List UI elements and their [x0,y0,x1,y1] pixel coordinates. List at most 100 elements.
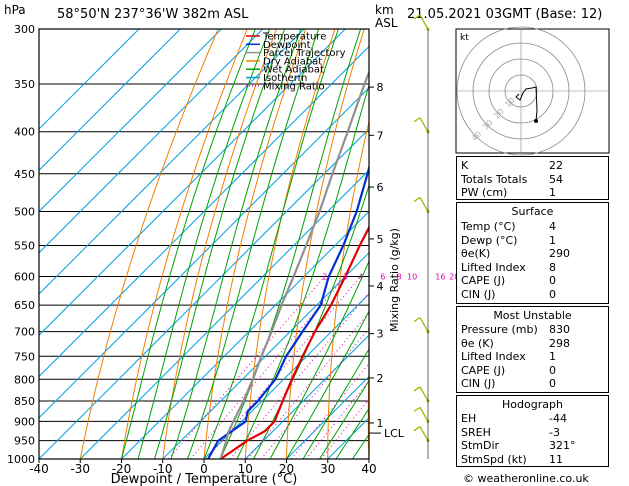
table-row: Dewp (°C) 1 [461,234,604,247]
parcel-trajectory-point [242,400,245,402]
parcel-trajectory-point [280,304,283,306]
row-key: Pressure (mb) [461,323,538,336]
row-value: 0 [549,377,556,390]
mixing-ratio-axis-label: Mixing Ratio (g/kg) [388,228,401,332]
dewpoint-point [342,244,344,247]
wind-barb [413,317,430,334]
parcel-trajectory-point [293,275,295,278]
asl-label: ASL [375,16,398,30]
table-row: PW (cm) 1 [461,186,604,199]
table-row: CIN (J) 0 [461,288,604,301]
row-key: StmSpd (kt) [461,452,527,466]
wind-barb-flag [413,426,421,432]
row-key: EH [461,412,477,425]
dry-adiabat-line [408,29,452,459]
isotherm-line [39,29,305,295]
temp-tick-label: -10 [153,462,173,476]
table-row: CIN (J) 0 [461,377,604,390]
wind-barb [413,117,430,134]
pressure-tick-label: 500 [14,205,35,218]
km-tick-label: 5 [377,233,384,246]
km-tick-label: 2 [377,372,384,385]
wet-adiabat-line [302,348,369,459]
row-value: 11 [549,452,563,466]
dewpoint-point [285,355,287,357]
isotherm-line [39,29,140,130]
wet-adiabat-line [319,379,369,459]
row-value: 8 [549,260,556,274]
dewpoint-point [231,430,233,432]
km-tick-label: 8 [377,81,384,94]
legend-label: Dry Adiabat [263,56,322,67]
table-row: SREH -3 [461,426,604,439]
km-tick-label: 4 [377,280,384,293]
mixing-ratio-label: 10 [407,273,417,282]
row-value: -3 [549,425,560,439]
row-key: SREH [461,425,491,439]
isotherm-line [244,334,369,459]
mixing-ratio-line [247,311,369,459]
datetime-label: 21.05.2021 03GMT (Base: 12) [407,7,603,22]
temperature-point [233,449,235,451]
hodograph-table-title: Hodograph [502,398,563,411]
row-value: 290 [549,247,570,260]
isotherm-line [79,169,369,459]
parcel-trajectory-point [386,28,387,29]
dry-adiabat-line [286,29,365,459]
dewpoint-point [245,420,247,422]
row-key: Temp (°C) [461,220,516,233]
parcel-trajectory-point [232,420,234,422]
temp-tick-label: -20 [112,462,132,476]
wind-barb [413,386,430,403]
wet-adiabat-line [253,183,369,459]
temperature-point [291,378,293,380]
temperature-point [344,275,346,278]
dewpoint-point [419,28,420,29]
table-row: StmSpd (kt) 11 [461,453,604,466]
mixing-ratio-label: 8 [397,273,402,282]
surface-table: Surface Temp (°C) 4 Dewp (°C) 1 θe(K) 290 Lift… [456,202,609,304]
pressure-tick-label: 550 [14,239,35,252]
mixing-ratio-label: 16 [435,273,445,282]
wet-adiabat-line [137,29,271,459]
pressure-tick-label: 850 [14,395,35,408]
row-value: 0 [549,274,556,287]
mixing-ratio-label: 6 [380,273,385,282]
table-row: StmDir 321° [461,439,604,452]
wet-adiabat-line [154,29,286,459]
wind-barb [413,426,430,443]
dewpoint-point [320,304,322,306]
pressure-tick-label: 1000 [7,453,35,466]
parcel-trajectory-point [222,449,224,451]
row-value: 1 [549,186,556,199]
row-key: θe (K) [461,336,494,350]
row-key: StmDir [461,439,500,452]
table-row: Temp (°C) 4 [461,220,604,233]
parcel-trajectory-point [225,440,228,442]
mixing-ratio-label: 3 [343,273,348,282]
table-row: θe (K) 298 [461,337,604,350]
row-value: 1 [549,350,556,363]
km-tick-label: 3 [377,328,384,341]
dewpoint-point [392,113,393,114]
copyright-label: © weatheronline.co.uk [463,472,589,485]
wind-barb-flag [413,386,421,392]
parcel-trajectory-point [305,244,307,247]
row-key: Lifted Index [461,260,526,274]
isotherm-line [39,29,264,254]
temp-tick-label: 10 [238,462,253,476]
wind-barb-staff [419,386,429,402]
temperature-point [264,430,266,432]
wind-barb [413,14,430,31]
temp-tick-label: 20 [279,462,294,476]
isotherm-line [39,128,369,459]
temperature-point [277,410,280,412]
parcel-trajectory-point [363,83,366,85]
table-row: CAPE (J) 0 [461,274,604,287]
temp-tick-label: -30 [70,462,90,476]
wind-barb-staff [419,426,429,442]
dewpoint-point [301,331,304,333]
mixing-ratio-label: 20 [449,273,459,282]
wind-barb-staff [419,117,429,133]
x-axis-label: Dewpoint / Temperature (°C) [111,472,298,486]
